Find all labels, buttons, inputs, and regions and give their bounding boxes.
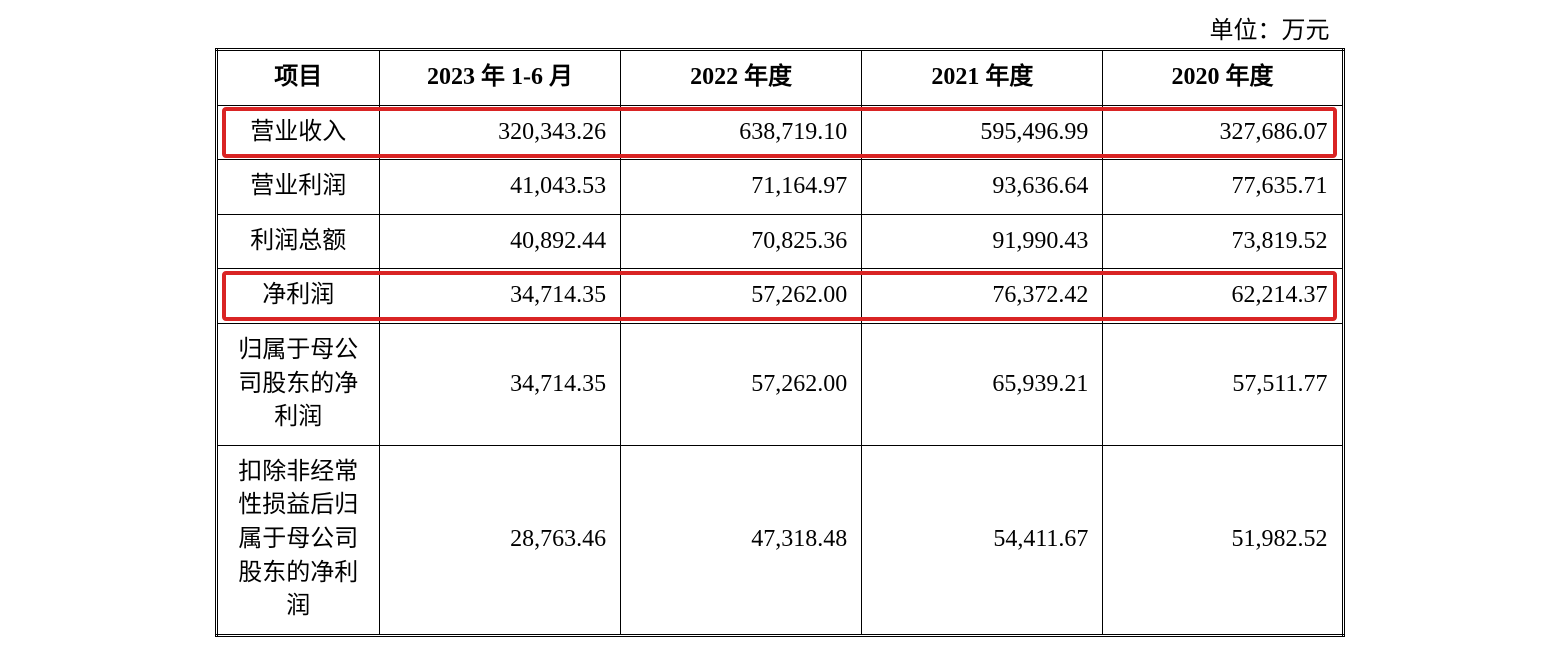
cell-value: 65,939.21 xyxy=(862,323,1103,445)
cell-value: 62,214.37 xyxy=(1103,269,1343,324)
row-label: 营业利润 xyxy=(216,160,379,215)
table-row: 营业收入320,343.26638,719.10595,496.99327,68… xyxy=(216,105,1343,160)
cell-value: 77,635.71 xyxy=(1103,160,1343,215)
cell-value: 93,636.64 xyxy=(862,160,1103,215)
row-label: 营业收入 xyxy=(216,105,379,160)
unit-label: 单位：万元 xyxy=(215,10,1345,48)
table-row: 净利润34,714.3557,262.0076,372.4262,214.37 xyxy=(216,269,1343,324)
cell-value: 91,990.43 xyxy=(862,214,1103,269)
cell-value: 71,164.97 xyxy=(621,160,862,215)
cell-value: 34,714.35 xyxy=(379,269,620,324)
cell-value: 638,719.10 xyxy=(621,105,862,160)
cell-value: 41,043.53 xyxy=(379,160,620,215)
cell-value: 327,686.07 xyxy=(1103,105,1343,160)
cell-value: 34,714.35 xyxy=(379,323,620,445)
row-label: 利润总额 xyxy=(216,214,379,269)
col-header: 2020 年度 xyxy=(1103,50,1343,106)
cell-value: 76,372.42 xyxy=(862,269,1103,324)
cell-value: 28,763.46 xyxy=(379,445,620,635)
cell-value: 320,343.26 xyxy=(379,105,620,160)
col-header: 项目 xyxy=(216,50,379,106)
cell-value: 70,825.36 xyxy=(621,214,862,269)
financial-table: 项目 2023 年 1-6 月 2022 年度 2021 年度 2020 年度 … xyxy=(215,48,1345,637)
col-header: 2022 年度 xyxy=(621,50,862,106)
row-label: 归属于母公司股东的净利润 xyxy=(216,323,379,445)
table-row: 营业利润41,043.5371,164.9793,636.6477,635.71 xyxy=(216,160,1343,215)
table-header-row: 项目 2023 年 1-6 月 2022 年度 2021 年度 2020 年度 xyxy=(216,50,1343,106)
table-wrap: 项目 2023 年 1-6 月 2022 年度 2021 年度 2020 年度 … xyxy=(215,48,1345,637)
cell-value: 51,982.52 xyxy=(1103,445,1343,635)
cell-value: 47,318.48 xyxy=(621,445,862,635)
cell-value: 40,892.44 xyxy=(379,214,620,269)
cell-value: 73,819.52 xyxy=(1103,214,1343,269)
row-label: 扣除非经常性损益后归属于母公司股东的净利润 xyxy=(216,445,379,635)
table-row: 扣除非经常性损益后归属于母公司股东的净利润28,763.4647,318.485… xyxy=(216,445,1343,635)
col-header: 2021 年度 xyxy=(862,50,1103,106)
cell-value: 595,496.99 xyxy=(862,105,1103,160)
cell-value: 54,411.67 xyxy=(862,445,1103,635)
col-header: 2023 年 1-6 月 xyxy=(379,50,620,106)
row-label: 净利润 xyxy=(216,269,379,324)
cell-value: 57,262.00 xyxy=(621,269,862,324)
cell-value: 57,511.77 xyxy=(1103,323,1343,445)
table-row: 归属于母公司股东的净利润34,714.3557,262.0065,939.215… xyxy=(216,323,1343,445)
cell-value: 57,262.00 xyxy=(621,323,862,445)
table-row: 利润总额40,892.4470,825.3691,990.4373,819.52 xyxy=(216,214,1343,269)
